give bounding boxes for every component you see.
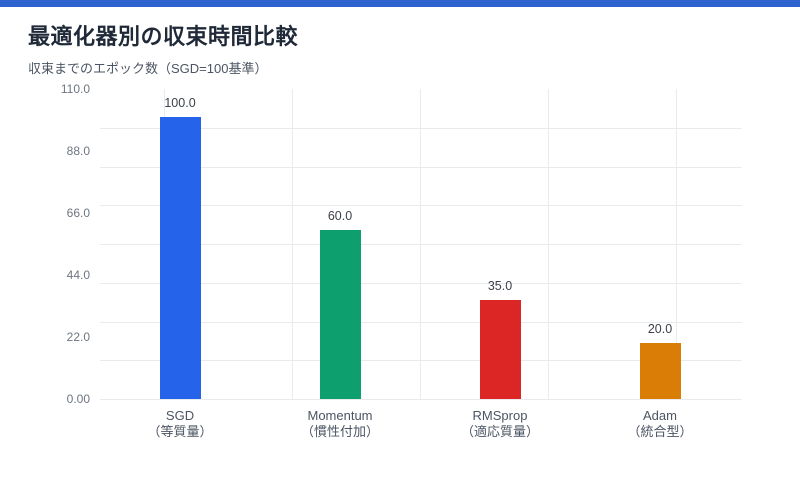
gridline-h <box>100 244 742 245</box>
bar <box>640 343 681 399</box>
x-category-label: Momentum （慣性付加） <box>260 408 420 440</box>
chart-title: 最適化器別の収束時間比較 <box>28 24 299 49</box>
bar-value-label: 100.0 <box>164 96 196 110</box>
bar-value-label: 60.0 <box>327 209 353 223</box>
gridline-h <box>100 360 742 361</box>
bar <box>160 117 201 399</box>
bar <box>480 300 521 399</box>
gridline-h <box>100 283 742 284</box>
x-category-label: SGD （等質量） <box>100 408 260 440</box>
x-category-name: SGD <box>165 408 195 423</box>
bar <box>320 230 361 399</box>
y-tick-label: 66.0 <box>66 206 90 220</box>
y-tick-label: 88.0 <box>66 144 90 158</box>
x-category-label: Adam （統合型） <box>580 408 740 440</box>
y-tick-label: 110.0 <box>60 82 90 96</box>
x-category-label: RMSprop （適応質量） <box>420 408 580 440</box>
y-tick-label: 0.00 <box>66 392 90 406</box>
x-category-name: RMSprop <box>472 408 528 423</box>
gridline-v <box>292 89 293 399</box>
x-category-sublabel: （統合型） <box>627 424 693 439</box>
top-accent-bar <box>0 0 800 7</box>
gridline-h <box>100 322 742 323</box>
y-tick-label: 44.0 <box>66 268 90 282</box>
chart-subtitle: 収束までのエポック数（SGD=100基準） <box>28 61 268 76</box>
chart-header: 最適化器別の収束時間比較 収束までのエポック数（SGD=100基準） <box>28 19 298 77</box>
y-tick-label: 22.0 <box>66 330 90 344</box>
x-category-name: Adam <box>643 408 677 423</box>
x-category-name: Momentum <box>307 408 373 423</box>
x-category-sublabel: （等質量） <box>147 424 213 439</box>
gridline-v <box>676 89 677 399</box>
x-category-sublabel: （適応質量） <box>460 424 539 439</box>
gridline-v <box>420 89 421 399</box>
bar-value-label: 20.0 <box>647 322 673 336</box>
gridline-v <box>548 89 549 399</box>
gridline-h <box>100 167 742 168</box>
gridline-h <box>100 399 742 400</box>
x-category-sublabel: （慣性付加） <box>300 424 379 439</box>
gridline-h <box>100 205 742 206</box>
bar-value-label: 35.0 <box>487 279 513 293</box>
gridline-h <box>100 128 742 129</box>
